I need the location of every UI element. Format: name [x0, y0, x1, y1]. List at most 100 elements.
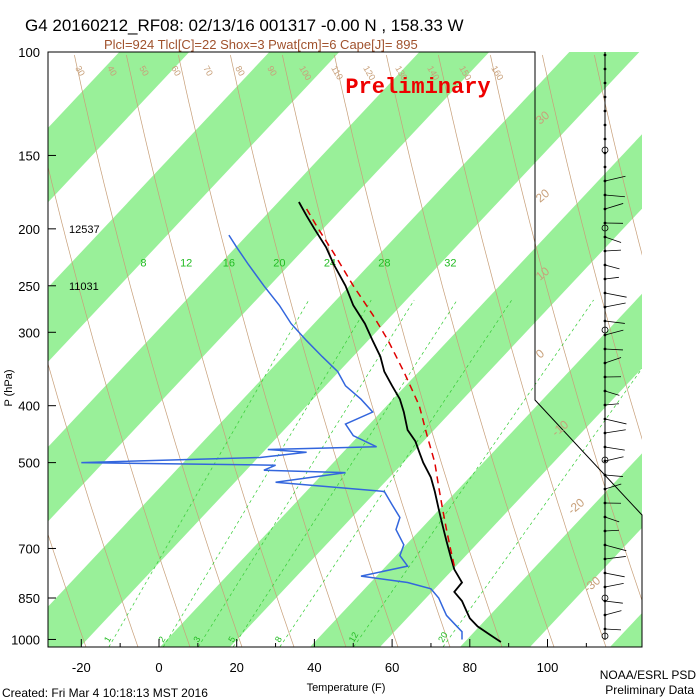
pressure-tick-label: 400	[18, 399, 40, 414]
wind-barb	[604, 203, 624, 210]
dry-adiabat-line	[646, 55, 700, 647]
mixing-ratio-label-bottom: 12	[347, 630, 361, 644]
isotherm-label-right: -20	[565, 495, 588, 517]
pressure-tick-label: 700	[18, 541, 40, 556]
pressure-tick-label: 300	[18, 325, 40, 340]
dry-adiabat-line	[0, 55, 34, 647]
wind-barb	[604, 529, 620, 532]
pressure-tick-label: 850	[18, 591, 40, 606]
adiabat-label: 60	[169, 64, 183, 78]
wind-barb	[604, 446, 625, 451]
dry-adiabat-line	[490, 54, 642, 602]
mixing-ratio-label-bottom: 5	[226, 635, 237, 644]
pressure-tick-label: 1000	[11, 632, 40, 647]
wind-barb	[604, 403, 619, 406]
mixing-ratio-line	[108, 299, 310, 647]
wind-barb	[604, 292, 627, 298]
mixing-ratio-label-top: 8	[140, 258, 146, 270]
isotherm-stripe	[48, 52, 190, 203]
wind-calm-circle	[601, 594, 609, 602]
mixing-ratio-label-bottom: 2	[156, 635, 167, 644]
wind-calm-circle	[601, 632, 609, 640]
dry-adiabat-line	[438, 54, 607, 647]
preliminary-watermark: Preliminary	[345, 75, 490, 100]
dry-adiabat-line	[386, 54, 555, 647]
chart-title: G4 20160212_RF08: 02/13/16 001317 -0.00 …	[25, 16, 464, 35]
wind-barb	[604, 329, 624, 336]
wind-barb	[604, 276, 619, 280]
height-label: 11031	[69, 281, 99, 293]
mixing-ratio-label-top: 32	[444, 258, 456, 270]
wind-barb	[604, 194, 625, 198]
wind-barb	[604, 516, 620, 523]
adiabat-label: 160	[489, 64, 505, 82]
temperature-line	[298, 201, 502, 643]
temperature-tick-label: -20	[72, 660, 91, 675]
adiabat-label: 30	[73, 64, 87, 78]
dewpoint-line	[81, 234, 463, 640]
wind-barb	[604, 429, 626, 434]
wind-calm-circle	[601, 456, 609, 464]
mixing-ratio-label-top: 20	[273, 258, 285, 270]
isotherm-stripe	[160, 134, 642, 647]
isotherm-stripe	[610, 612, 642, 647]
dry-adiabat-line	[48, 165, 191, 647]
wind-dot	[603, 95, 607, 99]
wind-barb	[604, 249, 621, 252]
dry-adiabat-line	[282, 54, 451, 647]
mixing-ratio-label-top: 24	[324, 258, 336, 270]
adiabat-label: 80	[233, 64, 247, 78]
adiabat-label: 50	[137, 64, 151, 78]
wind-barb	[604, 302, 626, 308]
preliminary-data-label: Preliminary Data	[605, 683, 694, 697]
wind-barb	[604, 483, 622, 490]
parcel-line	[305, 208, 456, 567]
temperature-axis: -20 0 20 40 60 80 100	[72, 639, 587, 675]
mixing-ratio-label-top: 28	[378, 258, 390, 270]
wind-calm-circle	[601, 326, 609, 334]
isotherm-label-right: 20	[533, 186, 552, 206]
isotherm-stripe	[48, 52, 340, 362]
mixing-ratio-label-top: 16	[223, 258, 235, 270]
pressure-tick-label: 250	[18, 279, 40, 294]
wind-barb	[604, 556, 626, 560]
wind-barb	[604, 264, 620, 270]
wind-barb-column	[601, 52, 627, 640]
wind-dot	[603, 137, 607, 141]
isotherm-stripe	[48, 52, 640, 647]
mixing-ratio-label-bottom: 20	[436, 630, 450, 644]
mixing-ratio-label-bottom: 1	[102, 635, 113, 644]
dry-adiabat-line	[74, 54, 243, 647]
wind-barb	[604, 544, 627, 552]
dry-adiabat-line	[334, 54, 503, 647]
pressure-tick-label: 150	[18, 148, 40, 163]
wind-barb	[604, 320, 625, 324]
wind-dot	[603, 165, 607, 169]
dry-adiabat-line	[230, 54, 399, 647]
temperature-tick-label: 40	[307, 660, 321, 675]
mixing-ratio-label-bottom: 8	[273, 635, 284, 644]
mixing-ratio-line	[353, 299, 594, 647]
wind-barb	[604, 236, 622, 243]
mixing-ratio-lines	[108, 299, 642, 647]
adiabat-label: 70	[201, 64, 215, 78]
wind-barb	[604, 600, 623, 604]
wind-dot	[603, 81, 607, 85]
temperature-tick-label: 100	[537, 660, 559, 675]
temperature-tick-label: 0	[155, 660, 162, 675]
y-axis-title: P (hPa)	[3, 369, 15, 406]
mixing-ratio-line	[232, 299, 458, 647]
isotherm-stripe	[0, 52, 39, 647]
isotherm-stripe	[460, 453, 642, 647]
wind-barb	[604, 348, 623, 351]
dry-adiabat-line	[126, 54, 295, 647]
wind-barb	[604, 474, 623, 477]
isotherm-stripes	[0, 52, 642, 647]
mixing-ratio-labels: 8 12 16 20 24 28 321 2 3 5 8 12 20	[102, 258, 457, 644]
dry-adiabats	[0, 54, 700, 647]
dry-adiabat-line	[48, 362, 139, 647]
dry-adiabat-line	[594, 54, 642, 256]
pressure-tick-label: 500	[18, 456, 40, 471]
wind-dot	[603, 67, 607, 71]
